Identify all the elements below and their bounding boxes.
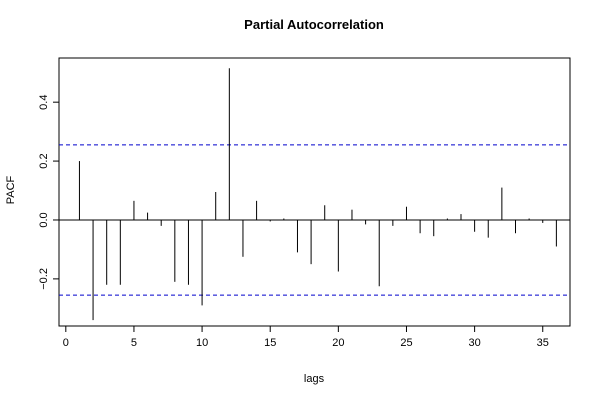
- x-tick-label: 35: [537, 337, 549, 349]
- x-tick-label: 10: [196, 337, 208, 349]
- x-axis-label: lags: [304, 373, 325, 385]
- x-tick-label: 15: [264, 337, 276, 349]
- plot-area: 0 5 10 15 20 25 30 35 −0.2 0.0 0.2 0.4: [38, 57, 571, 349]
- y-tick-label: −0.2: [38, 268, 50, 290]
- x-tick-label: 5: [131, 337, 137, 349]
- plot-frame: [58, 57, 571, 327]
- x-tick-label: 25: [400, 337, 412, 349]
- y-tick-label: 0.2: [38, 153, 50, 168]
- x-tick-label: 20: [332, 337, 344, 349]
- x-tick-label: 0: [63, 337, 69, 349]
- y-tick-label: 0.0: [38, 212, 50, 227]
- y-tick-label: 0.4: [38, 95, 50, 110]
- y-axis-label: PACF: [5, 175, 17, 204]
- x-tick-label: 30: [468, 337, 480, 349]
- chart-title: Partial Autocorrelation: [244, 17, 384, 32]
